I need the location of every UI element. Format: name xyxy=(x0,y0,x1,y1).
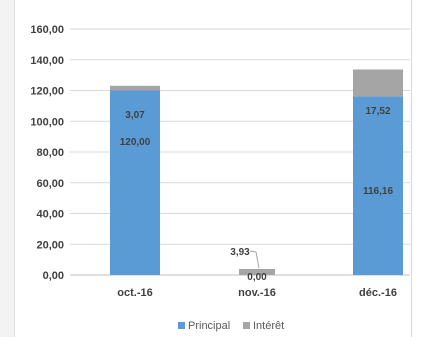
data-label-principal: 0,00 xyxy=(247,272,267,283)
legend-label-interet: Intérêt xyxy=(253,320,284,332)
data-label-interet: 3,93 xyxy=(230,247,250,258)
y-tick-label: 100,00 xyxy=(30,116,64,128)
bar-interet xyxy=(110,85,160,91)
data-label-principal: 120,00 xyxy=(120,137,151,148)
data-label-interet: 17,52 xyxy=(365,106,390,117)
category-label: oct.-16 xyxy=(117,287,152,299)
y-tick-label: 60,00 xyxy=(36,178,64,190)
y-tick-label: 20,00 xyxy=(36,239,64,251)
bar-principal xyxy=(110,90,160,275)
category-label: nov.-16 xyxy=(238,287,276,299)
y-tick-label: 40,00 xyxy=(36,209,64,221)
y-tick-label: 120,00 xyxy=(30,86,64,98)
left-gutter xyxy=(0,0,14,337)
chart-frame xyxy=(14,0,412,337)
y-tick-label: 140,00 xyxy=(30,55,64,67)
y-tick-label: 0,00 xyxy=(43,270,64,282)
legend-label-principal: Principal xyxy=(188,320,230,332)
bar-principal xyxy=(353,96,403,276)
bar-interet xyxy=(353,69,403,97)
data-label-interet: 3,07 xyxy=(125,110,145,121)
category-label: déc.-16 xyxy=(359,287,397,299)
legend-swatch-interet xyxy=(243,322,250,329)
leader-line xyxy=(249,250,260,269)
bar-interet xyxy=(239,268,275,275)
data-label-principal: 116,16 xyxy=(363,186,393,197)
y-tick-label: 80,00 xyxy=(36,147,64,159)
y-tick-label: 160,00 xyxy=(30,24,64,36)
legend-swatch-principal xyxy=(178,322,185,329)
